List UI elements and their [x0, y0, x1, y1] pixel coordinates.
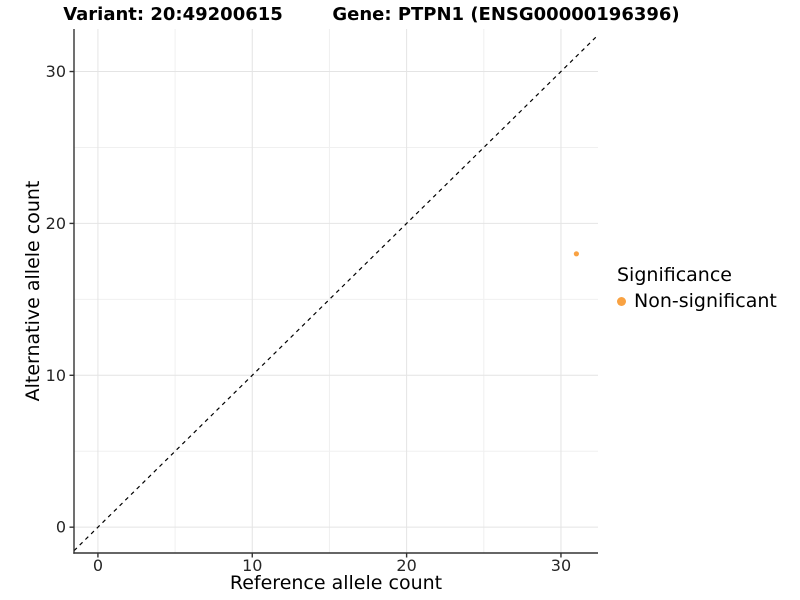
y-tick-label: 20 — [46, 214, 66, 233]
x-tick-label: 30 — [551, 556, 571, 575]
legend-item-label: Non-significant — [634, 290, 777, 312]
identity-dashed-line — [73, 34, 599, 552]
x-tick-label: 0 — [93, 556, 103, 575]
gene-title: Gene: PTPN1 (ENSG00000196396) — [332, 4, 680, 25]
legend-item-non-significant: Non-significant — [617, 289, 777, 313]
legend: Significance Non-significant — [617, 264, 777, 313]
legend-title: Significance — [617, 264, 732, 286]
x-axis-label: Reference allele count — [229, 572, 443, 594]
y-tick-label: 10 — [46, 366, 66, 385]
y-axis-label: Alternative allele count — [22, 180, 44, 402]
x-tick-label: 10 — [242, 556, 262, 575]
y-tick-label: 0 — [56, 518, 66, 537]
legend-key-dot-icon — [617, 296, 626, 306]
x-tick-label: 20 — [396, 556, 416, 575]
y-tick-label: 30 — [46, 62, 66, 81]
variant-title: Variant: 20:49200615 — [63, 4, 283, 25]
data-point — [573, 251, 579, 257]
